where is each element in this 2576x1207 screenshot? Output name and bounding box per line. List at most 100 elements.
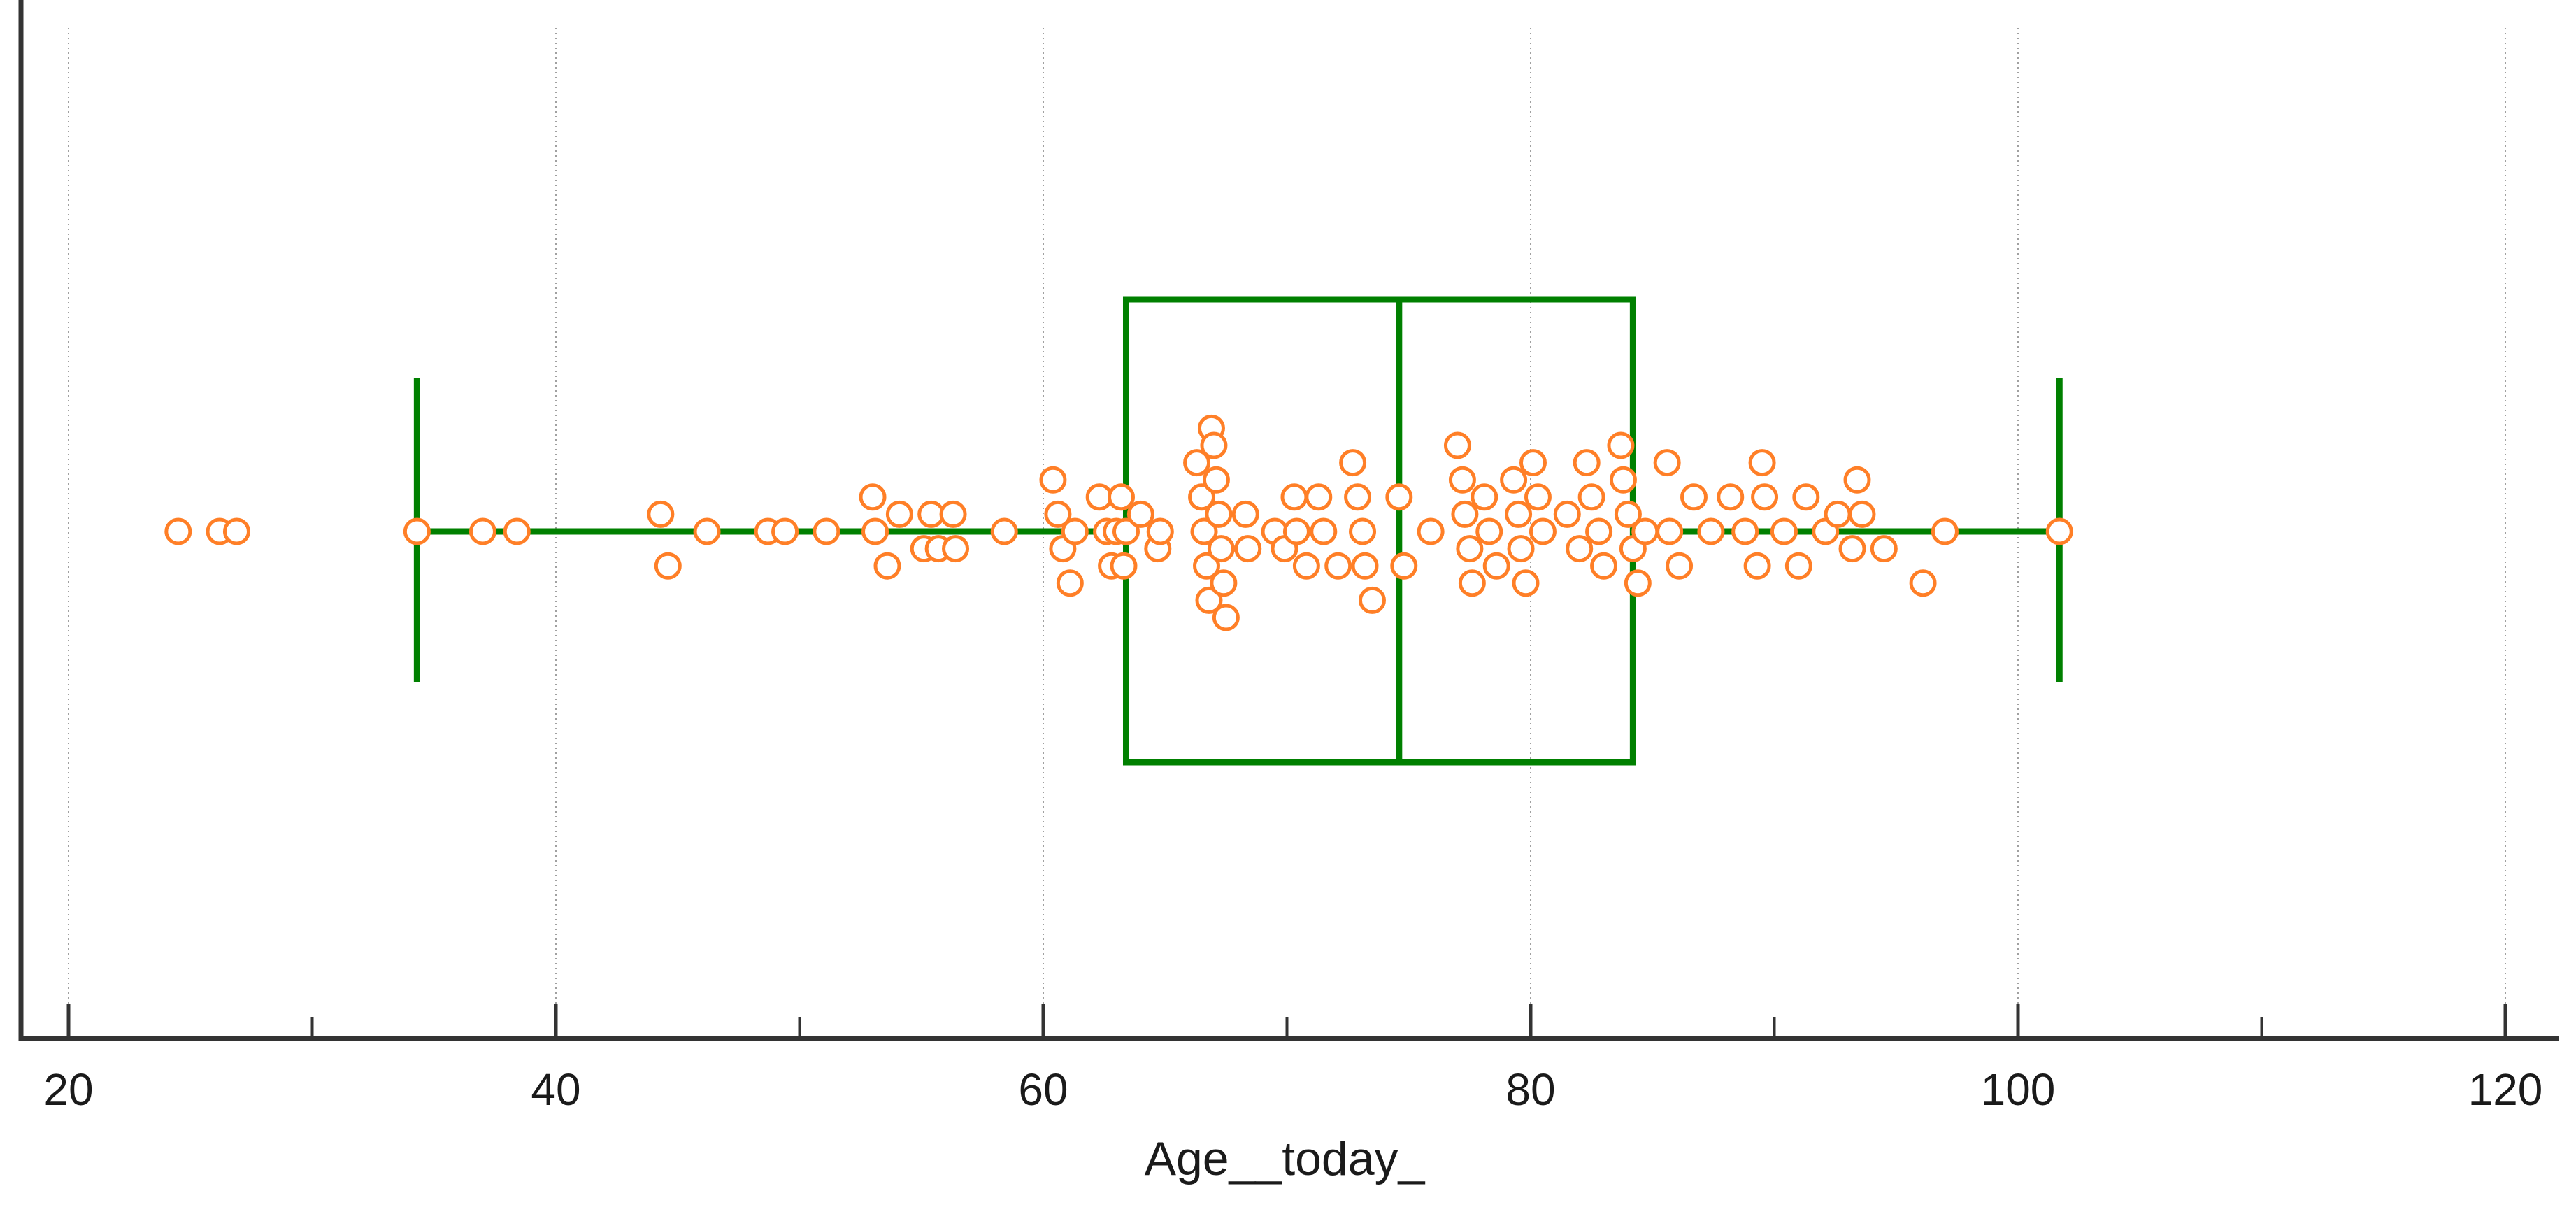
x-tick-label: 120 [2468, 1064, 2543, 1115]
data-point [1870, 535, 1898, 563]
data-point [1451, 500, 1479, 528]
data-point [647, 500, 675, 528]
data-point [1044, 500, 1072, 528]
data-point [1743, 552, 1771, 580]
data-point [164, 517, 192, 545]
x-tick-label: 40 [531, 1064, 580, 1115]
data-point [1351, 552, 1379, 580]
data-point [1349, 517, 1377, 545]
data-point [1443, 431, 1471, 459]
data-point [1385, 483, 1413, 511]
data-point [1931, 517, 1959, 545]
data-point [222, 517, 250, 545]
data-point [990, 517, 1018, 545]
data-point [1324, 552, 1352, 580]
data-point [1061, 517, 1089, 545]
x-tick-label: 80 [1505, 1064, 1555, 1115]
data-point [1577, 483, 1605, 511]
data-point [813, 517, 840, 545]
x-tick-label: 100 [1981, 1064, 2056, 1115]
data-point [1108, 483, 1136, 511]
data-point [859, 483, 887, 511]
data-point [1471, 483, 1498, 511]
data-point [1458, 569, 1486, 597]
data-point [654, 552, 682, 580]
data-point [1784, 552, 1812, 580]
axis-layer: 20 40 60 80 100 120 [18, 0, 2559, 1115]
data-point [885, 500, 913, 528]
x-tick-label: 20 [43, 1064, 93, 1115]
data-point [1482, 552, 1510, 580]
data-point [939, 500, 967, 528]
data-point [1909, 569, 1937, 597]
data-point [693, 517, 721, 545]
data-point [1585, 517, 1613, 545]
data-point [1609, 466, 1637, 494]
data-point [1056, 569, 1084, 597]
x-axis-title: Age__today_ [1145, 1132, 1426, 1185]
data-point [1653, 449, 1681, 477]
data-point [1500, 466, 1528, 494]
data-point [1475, 517, 1503, 545]
data-point [1505, 500, 1533, 528]
data-point [1039, 466, 1067, 494]
data-point [1697, 517, 1725, 545]
data-point [1631, 517, 1659, 545]
data-point [1205, 500, 1233, 528]
data-point [1614, 500, 1642, 528]
data-point [1112, 517, 1140, 545]
data-point [1456, 535, 1484, 563]
data-point [1524, 483, 1552, 511]
data-point [1339, 449, 1367, 477]
data-point [1310, 517, 1338, 545]
data-point [1417, 517, 1445, 545]
data-point [1656, 517, 1684, 545]
data-point [873, 552, 901, 580]
data-point [1770, 517, 1798, 545]
data-point [1507, 535, 1535, 563]
data-point [942, 535, 970, 563]
data-point [1748, 449, 1776, 477]
data-point [1210, 569, 1238, 597]
data-point [861, 517, 889, 545]
data-point [468, 517, 496, 545]
data-point [1731, 517, 1759, 545]
data-point [1195, 586, 1223, 614]
data-point [1848, 500, 1876, 528]
data-point [1680, 483, 1708, 511]
data-point [1529, 517, 1557, 545]
data-point [1192, 552, 1220, 580]
data-point [1183, 449, 1211, 477]
data-point [1190, 517, 1218, 545]
data-point [1280, 483, 1308, 511]
data-point [1717, 483, 1745, 511]
data-point [1231, 500, 1259, 528]
data-point [1390, 552, 1418, 580]
data-point [1207, 535, 1235, 563]
data-point [1792, 483, 1820, 511]
data-point [1566, 535, 1594, 563]
data-point [1624, 569, 1652, 597]
data-point [1590, 552, 1618, 580]
points-layer [164, 414, 2073, 631]
data-point [1519, 449, 1547, 477]
data-point [2045, 517, 2073, 545]
data-point [503, 517, 531, 545]
data-point [1573, 449, 1601, 477]
data-point [1126, 500, 1154, 528]
data-point [1512, 569, 1540, 597]
data-point [1212, 604, 1240, 631]
data-point [1110, 552, 1138, 580]
data-point [1344, 483, 1372, 511]
data-point [1553, 500, 1581, 528]
data-point [1838, 535, 1866, 563]
data-point [1234, 535, 1262, 563]
data-point [1305, 483, 1333, 511]
data-point [403, 517, 431, 545]
data-point [771, 517, 799, 545]
data-point [1448, 466, 1476, 494]
data-point [1824, 500, 1852, 528]
data-point [1146, 517, 1174, 545]
